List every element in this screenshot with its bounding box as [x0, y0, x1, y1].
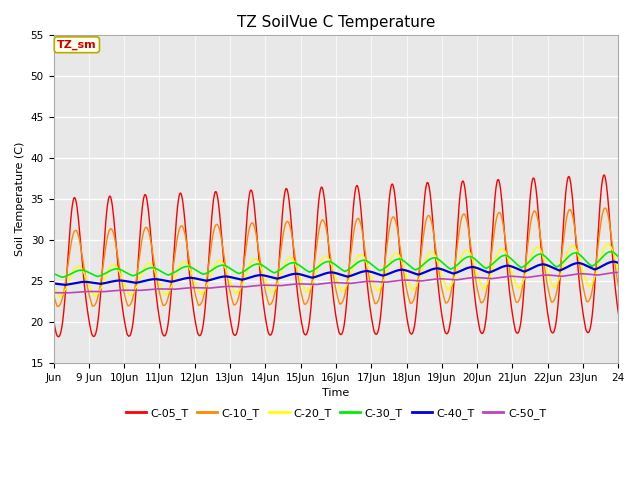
C-05_T — [54, 334, 62, 340]
C-05_T — [311, 252, 319, 257]
C-20_T — [552, 282, 560, 288]
C-50_T — [322, 280, 330, 286]
C-50_T — [65, 290, 72, 296]
C-05_T — [470, 281, 477, 287]
C-30_T — [608, 249, 616, 254]
C-20_T — [50, 283, 58, 289]
Legend: C-05_T, C-10_T, C-20_T, C-30_T, C-40_T, C-50_T: C-05_T, C-10_T, C-20_T, C-30_T, C-40_T, … — [122, 403, 550, 423]
C-30_T — [552, 264, 560, 270]
C-05_T — [600, 172, 608, 178]
C-05_T — [322, 206, 330, 212]
C-40_T — [552, 266, 560, 272]
C-40_T — [607, 259, 615, 265]
C-20_T — [56, 294, 63, 300]
C-50_T — [614, 270, 622, 276]
C-10_T — [50, 291, 58, 297]
C-30_T — [58, 275, 66, 280]
C-40_T — [138, 278, 146, 284]
C-20_T — [608, 246, 616, 252]
C-10_T — [322, 223, 330, 228]
C-30_T — [138, 269, 146, 275]
C-30_T — [322, 259, 330, 265]
C-30_T — [614, 254, 622, 260]
C-50_T — [138, 288, 146, 293]
C-10_T — [138, 236, 146, 241]
C-50_T — [311, 282, 319, 288]
C-20_T — [604, 241, 612, 247]
C-40_T — [610, 259, 618, 264]
C-10_T — [54, 303, 61, 309]
C-50_T — [552, 273, 560, 278]
C-40_T — [614, 260, 622, 266]
C-10_T — [608, 237, 616, 243]
C-30_T — [470, 255, 477, 261]
C-50_T — [612, 270, 620, 276]
Title: TZ SoilVue C Temperature: TZ SoilVue C Temperature — [237, 15, 435, 30]
Line: C-30_T: C-30_T — [54, 252, 618, 277]
C-05_T — [614, 310, 622, 316]
C-20_T — [614, 268, 622, 274]
C-40_T — [50, 280, 58, 286]
C-40_T — [470, 264, 477, 270]
Line: C-40_T: C-40_T — [54, 262, 618, 285]
Line: C-20_T: C-20_T — [54, 244, 618, 297]
C-05_T — [608, 245, 616, 251]
C-30_T — [311, 266, 319, 272]
X-axis label: Time: Time — [323, 388, 349, 398]
Text: TZ_sm: TZ_sm — [57, 40, 97, 50]
Line: C-05_T: C-05_T — [54, 175, 618, 337]
C-50_T — [470, 275, 477, 280]
C-20_T — [322, 253, 330, 259]
C-30_T — [607, 249, 615, 254]
C-10_T — [311, 258, 319, 264]
C-50_T — [50, 290, 58, 296]
Line: C-10_T: C-10_T — [54, 208, 618, 306]
C-30_T — [50, 271, 58, 276]
Y-axis label: Soil Temperature (C): Soil Temperature (C) — [15, 142, 25, 256]
C-10_T — [602, 205, 609, 211]
C-50_T — [607, 270, 615, 276]
C-40_T — [322, 271, 330, 276]
C-05_T — [552, 319, 560, 324]
C-40_T — [61, 282, 69, 288]
C-20_T — [311, 275, 319, 280]
C-10_T — [614, 283, 622, 288]
Line: C-50_T: C-50_T — [54, 273, 618, 293]
C-40_T — [311, 274, 319, 280]
C-05_T — [138, 205, 146, 211]
C-05_T — [50, 317, 58, 323]
C-20_T — [138, 270, 146, 276]
C-20_T — [470, 260, 477, 265]
C-10_T — [470, 262, 477, 268]
C-10_T — [552, 291, 560, 297]
